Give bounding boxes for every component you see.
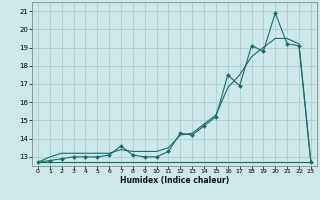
X-axis label: Humidex (Indice chaleur): Humidex (Indice chaleur): [120, 176, 229, 185]
